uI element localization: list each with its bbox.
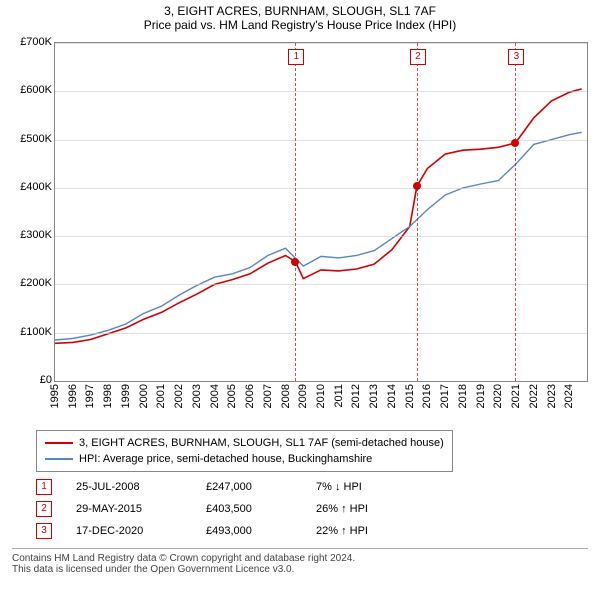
- sale-price: £247,000: [206, 481, 316, 493]
- legend-swatch: [45, 442, 73, 444]
- sale-point-dot: [511, 139, 519, 147]
- x-axis-tick: 1996: [67, 384, 79, 408]
- x-axis-tick: 2002: [173, 384, 185, 408]
- y-axis-tick: £200K: [20, 277, 52, 289]
- x-axis-tick: 2003: [191, 384, 203, 408]
- gridline: [55, 188, 587, 189]
- legend-item: 3, EIGHT ACRES, BURNHAM, SLOUGH, SL1 7AF…: [45, 435, 444, 451]
- sale-marker-badge: 1: [288, 49, 304, 65]
- y-axis-tick: £300K: [20, 229, 52, 241]
- sale-pct-vs-hpi: 22% ↑ HPI: [316, 525, 406, 537]
- sale-marker-line: [515, 43, 516, 381]
- x-axis-tick: 2015: [404, 384, 416, 408]
- x-axis-tick: 2012: [350, 384, 362, 408]
- sale-date: 17-DEC-2020: [76, 525, 206, 537]
- legend-swatch: [45, 458, 73, 460]
- legend-label: HPI: Average price, semi-detached house,…: [79, 451, 372, 467]
- x-axis-tick: 2022: [528, 384, 540, 408]
- x-axis-tick: 2006: [244, 384, 256, 408]
- sale-marker-line: [417, 43, 418, 381]
- sale-price: £493,000: [206, 525, 316, 537]
- gridline: [55, 91, 587, 92]
- x-axis-tick: 1997: [84, 384, 96, 408]
- sale-point-dot: [413, 182, 421, 190]
- x-axis-tick: 1998: [102, 384, 114, 408]
- y-axis-tick: £100K: [20, 326, 52, 338]
- x-axis-tick: 2011: [333, 384, 345, 408]
- chart-container: 3, EIGHT ACRES, BURNHAM, SLOUGH, SL1 7AF…: [0, 0, 600, 590]
- sale-pct-vs-hpi: 7% ↓ HPI: [316, 481, 406, 493]
- sale-date: 25-JUL-2008: [76, 481, 206, 493]
- y-axis-tick: £600K: [20, 84, 52, 96]
- y-axis-tick: £500K: [20, 133, 52, 145]
- gridline: [55, 140, 587, 141]
- x-axis-tick: 2016: [421, 384, 433, 408]
- chart-lines-svg: [55, 43, 587, 381]
- x-axis-tick: 2010: [315, 384, 327, 408]
- sale-point-dot: [291, 258, 299, 266]
- series-line-property: [55, 89, 582, 343]
- x-axis-tick: 2004: [209, 384, 221, 408]
- y-axis-tick: £700K: [20, 36, 52, 48]
- footer-line1: Contains HM Land Registry data © Crown c…: [12, 553, 588, 564]
- sale-badge: 1: [36, 479, 52, 495]
- gridline: [55, 43, 587, 44]
- x-axis-tick: 2024: [563, 384, 575, 408]
- title-block: 3, EIGHT ACRES, BURNHAM, SLOUGH, SL1 7AF…: [0, 0, 600, 32]
- sale-marker-badge: 3: [508, 49, 524, 65]
- x-axis-tick: 2014: [386, 384, 398, 408]
- sale-marker-line: [295, 43, 296, 381]
- x-axis-tick: 2020: [492, 384, 504, 408]
- gridline: [55, 333, 587, 334]
- x-axis-tick: 1995: [49, 384, 61, 408]
- footer-line2: This data is licensed under the Open Gov…: [12, 564, 588, 575]
- x-axis-tick: 2008: [280, 384, 292, 408]
- x-axis-tick: 2001: [155, 384, 167, 408]
- title-address: 3, EIGHT ACRES, BURNHAM, SLOUGH, SL1 7AF: [0, 4, 600, 18]
- x-axis-tick: 2021: [510, 384, 522, 408]
- chart-legend: 3, EIGHT ACRES, BURNHAM, SLOUGH, SL1 7AF…: [36, 430, 453, 472]
- sale-badge: 2: [36, 501, 52, 517]
- sale-date: 29-MAY-2015: [76, 503, 206, 515]
- sales-row: 1 25-JUL-2008£247,0007% ↓ HPI: [36, 476, 406, 498]
- x-axis-tick: 2007: [262, 384, 274, 408]
- sale-marker-badge: 2: [410, 49, 426, 65]
- x-axis-tick: 2019: [475, 384, 487, 408]
- sale-pct-vs-hpi: 26% ↑ HPI: [316, 503, 406, 515]
- chart-plot-area: 1 2 3: [54, 42, 588, 382]
- x-axis-tick: 1999: [120, 384, 132, 408]
- legend-label: 3, EIGHT ACRES, BURNHAM, SLOUGH, SL1 7AF…: [79, 435, 444, 451]
- sales-table: 1 25-JUL-2008£247,0007% ↓ HPI 2 29-MAY-2015…: [36, 476, 406, 542]
- x-axis-tick: 2013: [368, 384, 380, 408]
- x-axis-tick: 2017: [439, 384, 451, 408]
- y-axis-tick: £400K: [20, 181, 52, 193]
- x-axis-tick: 2005: [226, 384, 238, 408]
- legend-item: HPI: Average price, semi-detached house,…: [45, 451, 444, 467]
- title-subtitle: Price paid vs. HM Land Registry's House …: [0, 18, 600, 32]
- footer-attribution: Contains HM Land Registry data © Crown c…: [12, 548, 588, 575]
- sale-price: £403,500: [206, 503, 316, 515]
- gridline: [55, 236, 587, 237]
- x-axis-tick: 2009: [297, 384, 309, 408]
- x-axis-tick: 2000: [138, 384, 150, 408]
- sales-row: 2 29-MAY-2015£403,50026% ↑ HPI: [36, 498, 406, 520]
- sales-row: 3 17-DEC-2020£493,00022% ↑ HPI: [36, 520, 406, 542]
- x-axis-tick: 2023: [546, 384, 558, 408]
- sale-badge: 3: [36, 523, 52, 539]
- x-axis-tick: 2018: [457, 384, 469, 408]
- gridline: [55, 284, 587, 285]
